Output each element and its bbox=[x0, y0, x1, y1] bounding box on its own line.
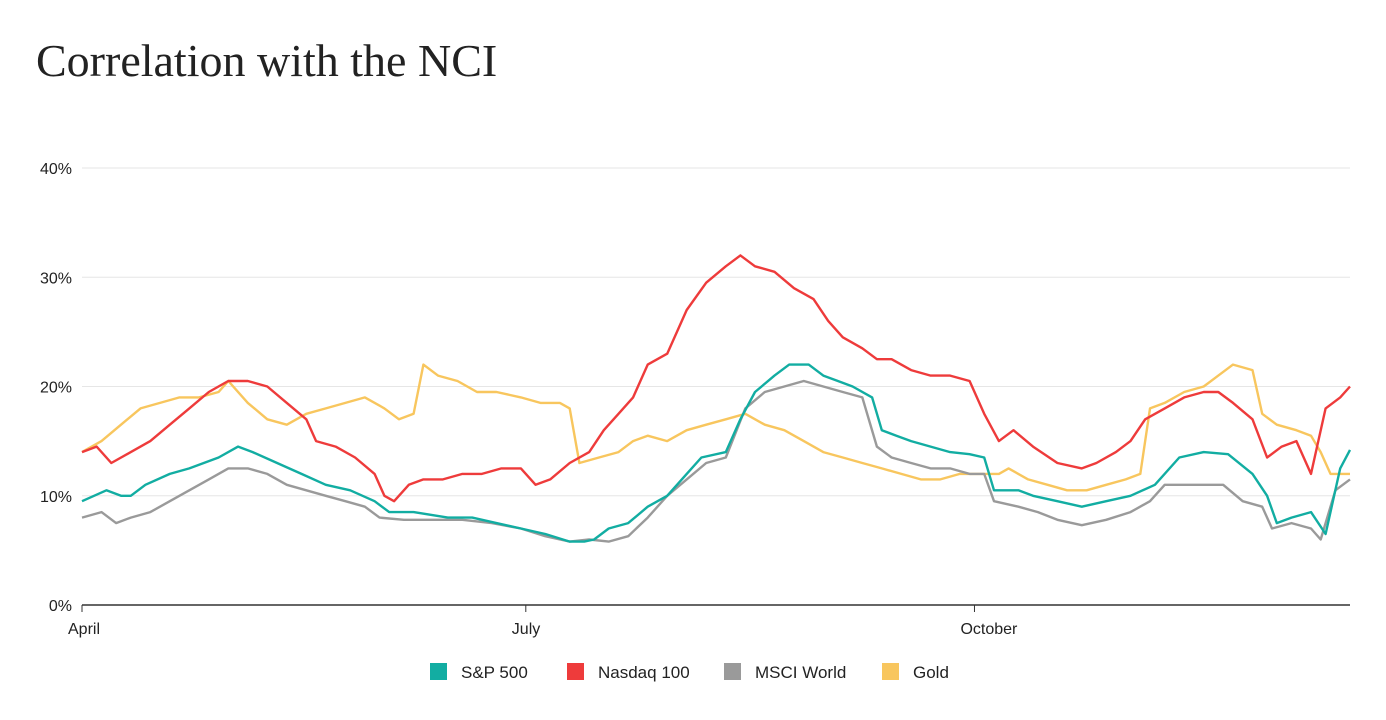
series-line-msci-world bbox=[81, 379, 1351, 543]
y-tick-label: 40% bbox=[40, 161, 72, 178]
legend-label: MSCI World bbox=[755, 663, 846, 682]
legend-item[interactable]: MSCI World bbox=[724, 663, 846, 682]
y-tick-label: 10% bbox=[40, 489, 72, 506]
legend-label: Gold bbox=[913, 663, 949, 682]
x-axis: April July October bbox=[68, 604, 1350, 638]
y-axis-tick-labels: 0% 10% 20% 30% 40% bbox=[40, 161, 72, 615]
series-lines bbox=[81, 254, 1352, 543]
y-tick-label: 30% bbox=[40, 270, 72, 287]
y-tick-label: 20% bbox=[40, 380, 72, 397]
x-tick-label: July bbox=[512, 621, 540, 638]
legend-item[interactable]: S&P 500 bbox=[430, 663, 528, 682]
x-tick-label: October bbox=[960, 621, 1018, 638]
legend-item[interactable]: Gold bbox=[882, 663, 949, 682]
legend-label: Nasdaq 100 bbox=[598, 663, 690, 682]
legend-swatch bbox=[724, 663, 741, 680]
series-line-gold bbox=[81, 363, 1350, 492]
legend-swatch bbox=[430, 663, 447, 680]
legend-swatch bbox=[882, 663, 899, 680]
chart-title: Correlation with the NCI bbox=[36, 35, 498, 86]
legend: S&P 500 Nasdaq 100 MSCI World Gold bbox=[430, 663, 949, 682]
series-line-nasdaq-100 bbox=[81, 254, 1351, 503]
y-tick-label: 0% bbox=[49, 598, 72, 615]
legend-item[interactable]: Nasdaq 100 bbox=[567, 663, 690, 682]
legend-swatch bbox=[567, 663, 584, 680]
legend-label: S&P 500 bbox=[461, 663, 528, 682]
gridlines bbox=[82, 167, 1350, 497]
x-tick-label: April bbox=[68, 621, 100, 638]
series-line-s-p-500 bbox=[81, 363, 1352, 543]
